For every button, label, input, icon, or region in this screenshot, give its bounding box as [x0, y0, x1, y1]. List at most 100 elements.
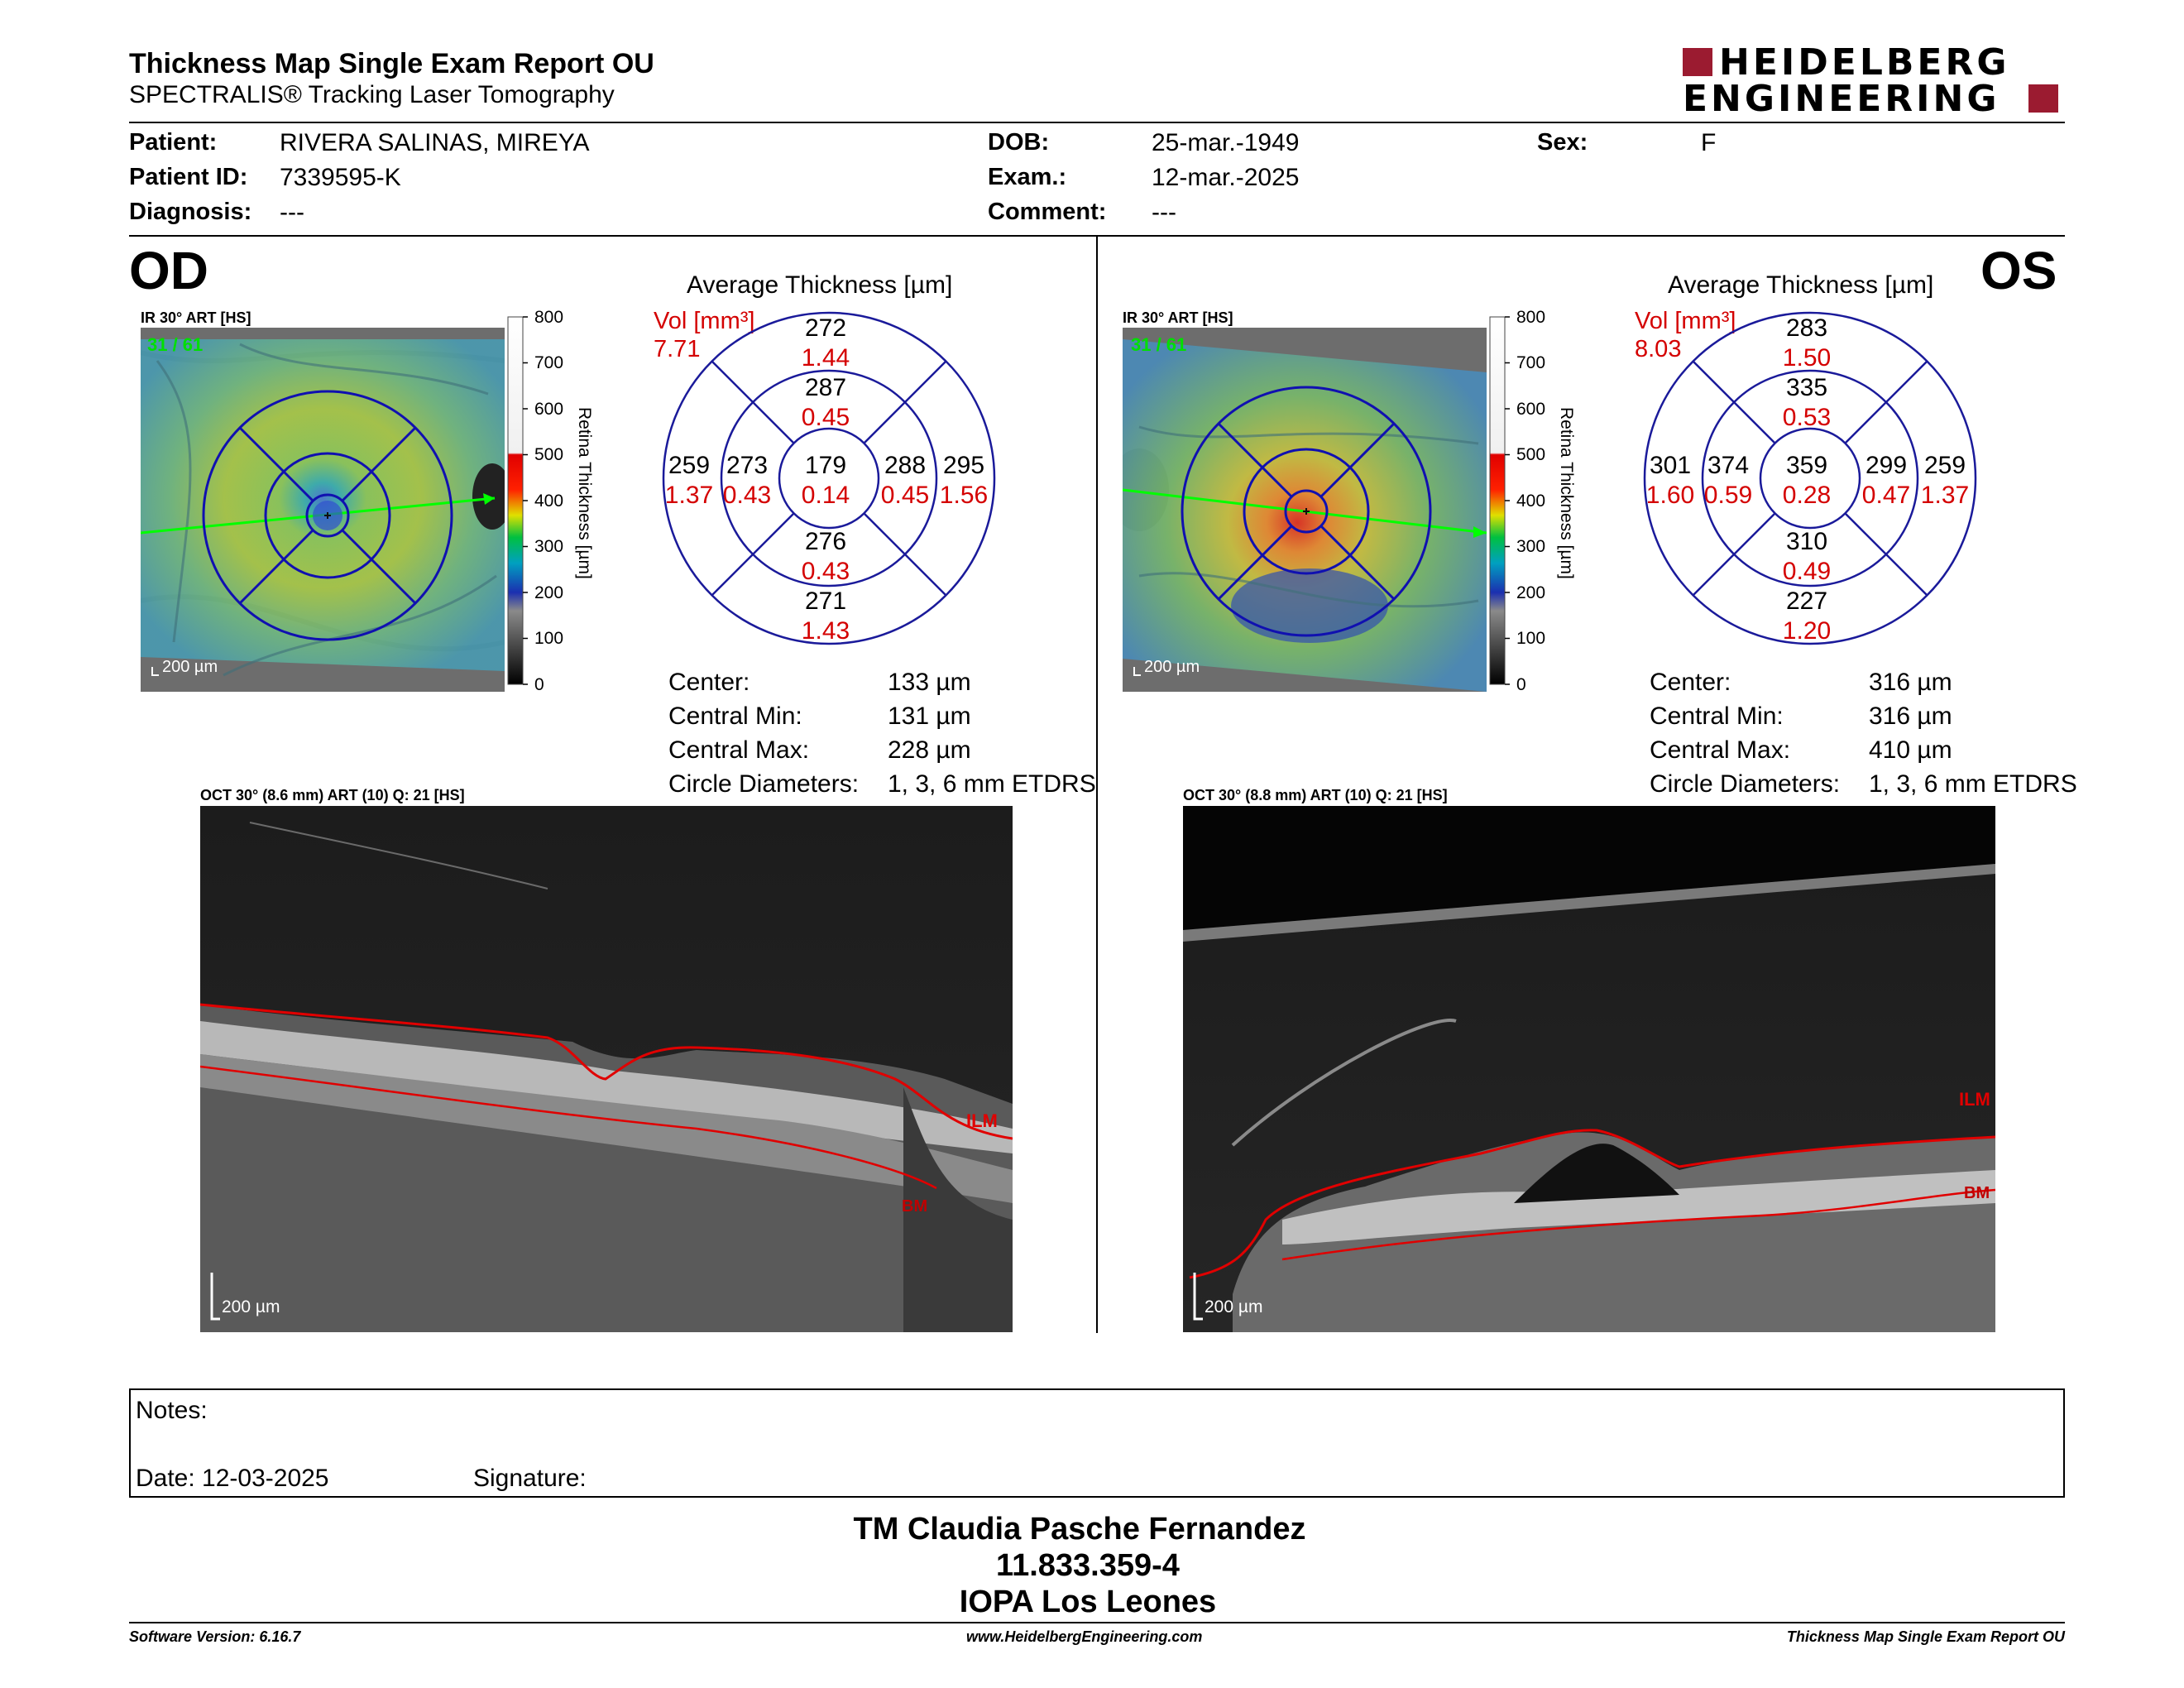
signature-block: TM Claudia Pasche Fernandez 11.833.359-4… [0, 1511, 2184, 1620]
os-stat-value: 316 µm [1869, 669, 1952, 696]
patient-label: Patient: [129, 129, 218, 156]
od-outer-inferior-thickness: 271 [805, 587, 846, 615]
od-vol-total: 7.71 [654, 336, 701, 362]
colorbar-tick: 800 [534, 308, 563, 327]
od-inner-temporal-thickness: 273 [726, 452, 768, 479]
colorbar-tick: 200 [1516, 583, 1545, 602]
website-link[interactable]: www.HeidelbergEngineering.com [966, 1628, 1203, 1645]
os-fundus-thickness-map: 31 / 61 200 µm [1123, 328, 1487, 692]
colorbar-tick: 400 [534, 492, 563, 511]
od-fundus-label: IR 30° ART [HS] [141, 309, 251, 326]
od-outer-temporal-volume: 1.37 [665, 482, 713, 509]
exam-value: 12-mar.-2025 [1152, 164, 1300, 191]
colorbar-tick: 300 [1516, 537, 1545, 556]
comment-value: --- [1152, 199, 1176, 226]
colorbar-tick: 0 [1516, 675, 1526, 694]
eye-divider [1096, 237, 1098, 1333]
institution-name: IOPA Los Leones [959, 1585, 1217, 1619]
colorbar-tick: 0 [534, 675, 544, 694]
heidelberg-logo: HEIDELBERG ENGINEERING [1683, 41, 2063, 120]
os-inner-inferior-volume: 0.49 [1783, 558, 1831, 585]
od-stat-label: Central Max: [668, 736, 810, 764]
od-oct-bscan: ILM BM 200 µm [200, 806, 1013, 1332]
patient-name: RIVERA SALINAS, MIREYA [280, 129, 590, 156]
od-colorbar: 800 700 600 500 400 300 200 100 0 Retina… [507, 308, 594, 694]
os-stat-label: Center: [1650, 669, 1731, 696]
colorbar-tick: 100 [1516, 629, 1545, 648]
os-outer-inferior-volume: 1.20 [1783, 617, 1831, 645]
exam-date: Date: 12-03-2025 [136, 1465, 329, 1492]
colorbar-tick: 700 [1516, 353, 1545, 372]
footer-report-name: Thickness Map Single Exam Report OU [1786, 1628, 2065, 1645]
od-stat-value: 133 µm [888, 669, 971, 696]
od-inner-inferior-volume: 0.43 [802, 558, 850, 585]
diagnosis-label: Diagnosis: [129, 199, 252, 225]
od-outer-inferior-volume: 1.43 [802, 617, 850, 645]
od-stat-value: 228 µm [888, 736, 971, 764]
od-inner-nasal-thickness: 288 [884, 452, 926, 479]
od-oct-scale: 200 µm [222, 1297, 280, 1316]
colorbar-tick: 700 [534, 353, 563, 372]
os-center-volume: 0.28 [1783, 482, 1831, 509]
os-inner-temporal-volume: 0.59 [1704, 482, 1752, 509]
colorbar-title: Retina Thickness [µm] [575, 407, 594, 579]
od-vol-label: Vol [mm³] [654, 308, 755, 334]
logo-square-icon [2028, 84, 2058, 113]
od-avg-thickness-title: Average Thickness [µm] [687, 271, 953, 299]
dob-value: 25-mar.-1949 [1152, 129, 1300, 156]
od-stat-label: Circle Diameters: [668, 770, 860, 798]
od-inner-nasal-volume: 0.45 [881, 482, 929, 509]
od-stat-label: Center: [668, 669, 750, 696]
od-bm-label: BM [902, 1197, 927, 1216]
os-outer-nasal-thickness: 259 [1924, 452, 1966, 479]
os-stat-value: 316 µm [1869, 703, 1952, 730]
os-inner-nasal-volume: 0.47 [1862, 482, 1910, 509]
patient-id: 7339595-K [280, 164, 401, 191]
os-stat-label: Circle Diameters: [1650, 770, 1841, 798]
od-outer-nasal-volume: 1.56 [940, 482, 988, 509]
od-eye-label: OD [129, 241, 208, 300]
software-version: Software Version: 6.16.7 [129, 1628, 301, 1645]
colorbar-tick: 800 [1516, 308, 1545, 327]
diagnosis-value: --- [280, 199, 304, 226]
od-center-thickness: 179 [805, 452, 846, 479]
logo-line2: ENGINEERING [1683, 78, 2000, 120]
operator-name: TM Claudia Pasche Fernandez [853, 1512, 1306, 1547]
od-inner-temporal-volume: 0.43 [723, 482, 771, 509]
operator-id: 11.833.359-4 [996, 1548, 1180, 1583]
os-stat-label: Central Min: [1650, 703, 1784, 730]
os-inner-nasal-thickness: 299 [1866, 452, 1907, 479]
os-fundus-scale: 200 µm [1144, 658, 1200, 676]
os-inner-inferior-thickness: 310 [1786, 528, 1827, 555]
colorbar-tick: 500 [534, 445, 563, 464]
os-oct-label: OCT 30° (8.8 mm) ART (10) Q: 21 [HS] [1183, 787, 1448, 803]
os-outer-nasal-volume: 1.37 [1921, 482, 1969, 509]
os-stat-label: Central Max: [1650, 736, 1791, 764]
signature-label: Signature: [473, 1465, 587, 1492]
os-oct-bscan: ILM BM 200 µm [1183, 806, 1995, 1332]
os-bm-label: BM [1964, 1184, 1990, 1202]
logo-square-icon [1683, 48, 1712, 76]
os-colorbar: 800 700 600 500 400 300 200 100 0 Retina… [1489, 308, 1576, 694]
notes-label: Notes: [136, 1397, 208, 1424]
od-outer-superior-thickness: 272 [805, 314, 846, 342]
os-vol-label: Vol [mm³] [1635, 308, 1736, 334]
sex-value: F [1701, 129, 1717, 156]
os-outer-inferior-thickness: 227 [1786, 587, 1827, 615]
logo-line1: HEIDELBERG [1719, 41, 2010, 84]
od-outer-nasal-thickness: 295 [943, 452, 984, 479]
os-stat-value: 410 µm [1869, 736, 1952, 764]
os-outer-temporal-thickness: 301 [1650, 452, 1691, 479]
od-ilm-label: ILM [966, 1110, 998, 1131]
os-oct-scale: 200 µm [1205, 1297, 1262, 1316]
os-fundus-label: IR 30° ART [HS] [1123, 309, 1233, 326]
sex-label: Sex: [1537, 129, 1588, 156]
report-title: Thickness Map Single Exam Report OU [129, 48, 654, 79]
colorbar-tick: 200 [534, 583, 563, 602]
os-outer-superior-volume: 1.50 [1783, 344, 1831, 372]
notes-box[interactable]: Notes: Date: 12-03-2025 Signature: [129, 1388, 2065, 1498]
os-avg-thickness-title: Average Thickness [µm] [1668, 271, 1934, 299]
os-vol-total: 8.03 [1635, 336, 1682, 362]
od-center-volume: 0.14 [802, 482, 850, 509]
od-outer-temporal-thickness: 259 [668, 452, 710, 479]
